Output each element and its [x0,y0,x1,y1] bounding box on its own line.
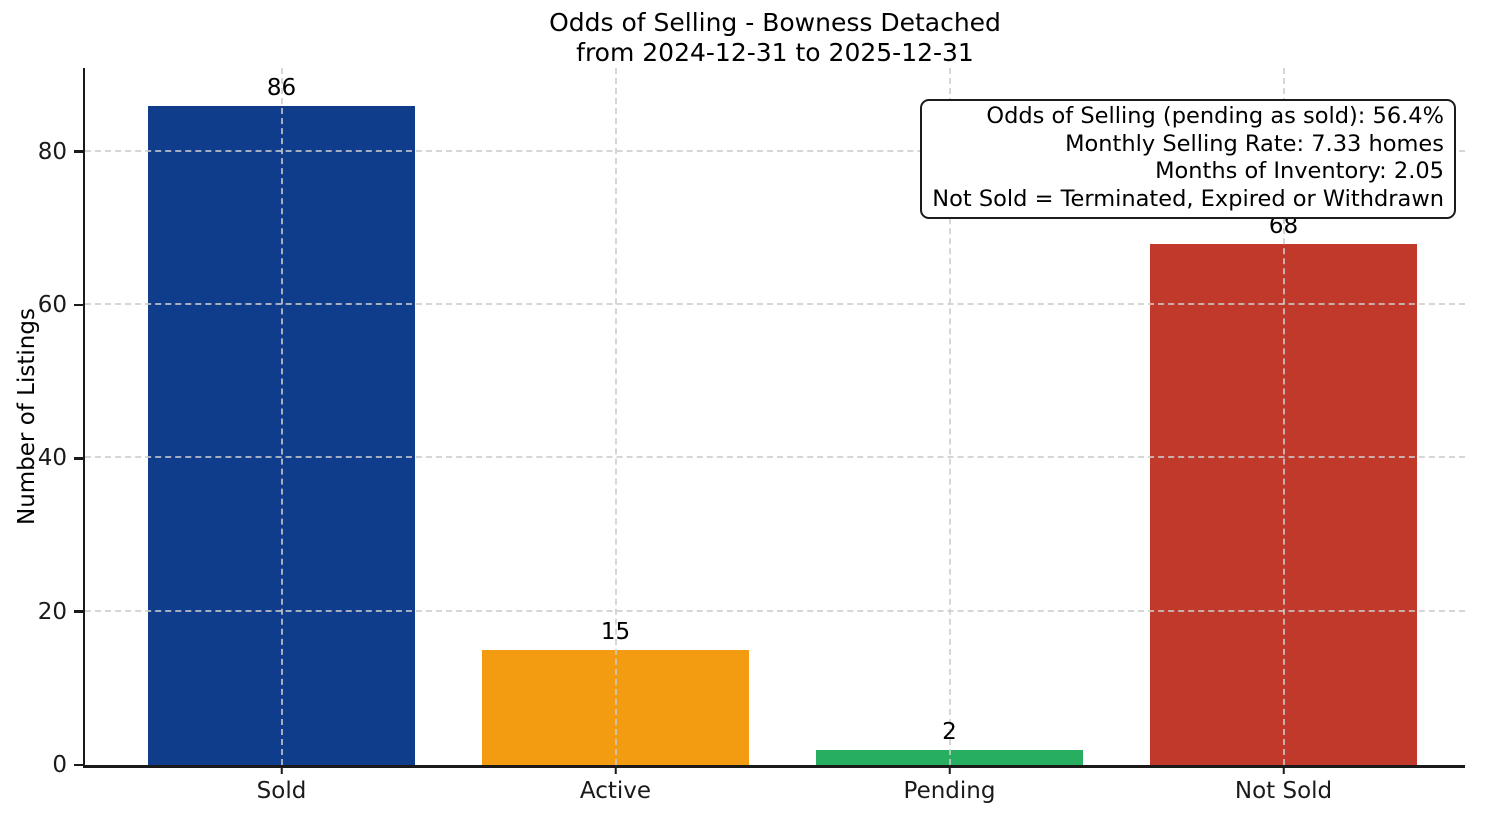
gridline-vertical-sold [280,68,283,765]
x-tick-label-sold: Sold [256,778,307,804]
stats-annotation-box: Odds of Selling (pending as sold): 56.4%… [920,99,1456,219]
chart-title: Odds of Selling - Bowness Detached from … [85,8,1465,68]
gridline-vertical-not-sold [1282,68,1285,765]
annotation-monthly-selling-rate: Monthly Selling Rate: 7.33 homes [1065,130,1444,157]
y-tick-mark-80 [73,150,83,153]
y-tick-label-80: 80 [37,138,67,165]
gridline-horizontal-80 [85,149,1465,152]
y-axis-spine [82,68,85,765]
x-tick-label-pending: Pending [903,778,996,804]
annotation-odds-of-selling: Odds of Selling (pending as sold): 56.4% [986,103,1444,129]
bar-value-label-pending: 2 [942,718,957,745]
x-tick-mark-active [614,765,617,774]
x-tick-mark-not-sold [1282,765,1285,774]
x-tick-label-not-sold: Not Sold [1234,778,1333,804]
y-tick-mark-20 [73,610,83,613]
bar-value-label-active: 15 [600,618,631,645]
y-tick-mark-60 [73,303,83,307]
x-tick-mark-sold [280,765,283,774]
chart-title-line2: from 2024-12-31 to 2025-12-31 [576,38,974,67]
gridline-horizontal-40 [85,456,1465,459]
gridline-horizontal-20 [85,609,1465,612]
y-tick-label-20: 20 [37,598,67,625]
plot-area: 0 20 40 60 80 Sold Active Pending Not Sold 86 15 2 6… [38,68,1465,804]
x-axis-spine [82,765,1465,768]
y-tick-label-60: 60 [37,291,67,318]
y-axis-label: Number of Listings [14,308,40,525]
gridline-vertical-pending [948,68,951,765]
gridline-vertical-active [614,68,617,765]
chart-title-line1: Odds of Selling - Bowness Detached [549,8,1001,37]
x-tick-label-active: Active [579,778,652,804]
annotation-not-sold-definition: Not Sold = Terminated, Expired or Withdr… [932,185,1444,212]
annotation-months-of-inventory: Months of Inventory: 2.05 [1155,158,1444,184]
y-tick-label-0: 0 [52,752,67,778]
y-tick-mark-0 [73,763,83,767]
x-tick-mark-pending [948,765,951,774]
y-tick-label-40: 40 [37,445,67,472]
gridline-horizontal-60 [85,302,1465,305]
bar-value-label-sold: 86 [266,74,297,101]
y-tick-mark-40 [73,457,83,460]
